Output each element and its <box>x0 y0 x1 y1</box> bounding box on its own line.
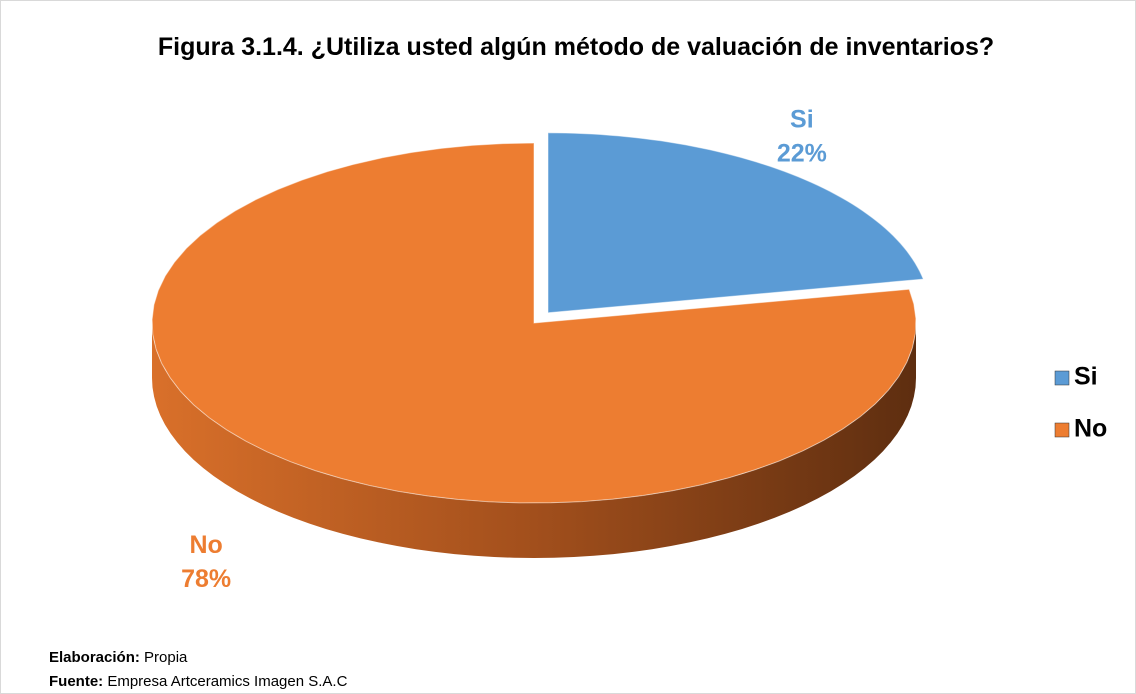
credit-text: Propia <box>144 649 188 666</box>
data-label: 22% <box>777 139 827 167</box>
credit-label: Elaboración: <box>49 649 140 666</box>
slice <box>547 132 925 314</box>
data-label-name: Si <box>790 105 814 133</box>
legend-marker <box>1054 422 1070 438</box>
data-label: 78% <box>181 565 231 593</box>
credit-label: Fuente: <box>49 673 104 690</box>
legend-label: No <box>1074 415 1107 443</box>
slice <box>151 142 917 504</box>
chart-title: Figura 3.1.4. ¿Utiliza usted algún métod… <box>157 33 995 61</box>
legend-marker <box>1054 370 1070 386</box>
credit-text: Empresa Artceramics Imagen S.A.C <box>107 673 348 690</box>
credit-line: Elaboración: Propia <box>49 649 187 666</box>
credit-line: Fuente: Empresa Artceramics Imagen S.A.C <box>49 673 347 690</box>
slice-side <box>152 323 916 558</box>
legend-label: Si <box>1074 363 1098 391</box>
data-label-name: No <box>189 531 222 559</box>
